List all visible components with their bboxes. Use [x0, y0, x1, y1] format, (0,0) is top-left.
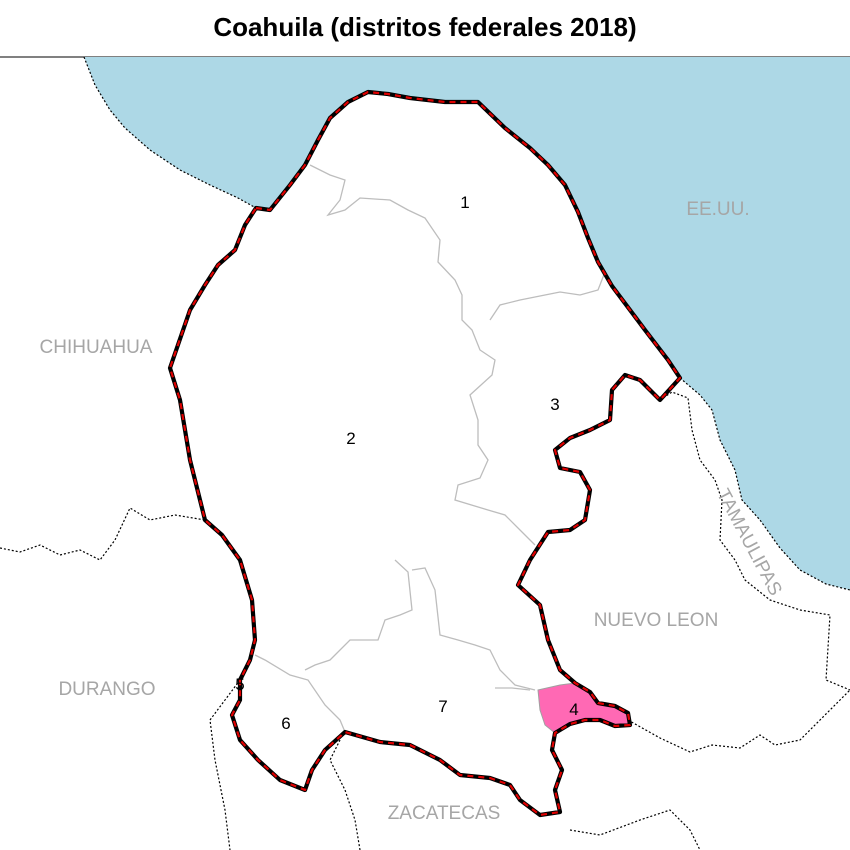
durango-border	[0, 507, 206, 561]
label-nuevo-leon: NUEVO LEON	[594, 610, 719, 631]
label-usa: EE.UU.	[686, 199, 749, 220]
district-border-5-6	[254, 654, 346, 733]
district-border-7-3	[411, 567, 536, 691]
district-borders	[254, 164, 606, 733]
district-border-4-7	[495, 687, 531, 691]
label-zacatecas: ZACATECAS	[388, 803, 501, 824]
label-durango: DURANGO	[58, 679, 155, 700]
neighbor-borders	[0, 56, 850, 850]
district-label-5: 5	[235, 675, 244, 694]
district-label-2: 2	[346, 429, 355, 448]
district-border-1-2	[309, 164, 536, 546]
district-label-3: 3	[550, 395, 559, 414]
zacatecas-border	[209, 679, 241, 850]
district-label-7: 7	[438, 697, 447, 716]
district-border-2-7	[304, 559, 413, 671]
district-border-1-3	[489, 271, 606, 321]
zacatecas-border-east	[329, 739, 361, 850]
district-label-6: 6	[281, 714, 290, 733]
map-title: Coahuila (distritos federales 2018)	[213, 12, 637, 42]
district-label-1: 1	[460, 193, 469, 212]
usa-border-east	[679, 377, 850, 591]
district-label-4: 4	[569, 700, 578, 719]
usa-water-area	[84, 57, 850, 590]
label-chihuahua: CHIHUAHUA	[40, 337, 153, 358]
nuevo-leon-south-border	[627, 689, 850, 753]
tamaulipas-border	[659, 391, 850, 691]
nuevo-leon-zacatecas-border	[569, 809, 701, 850]
coahuila-outline-dash	[168, 90, 682, 817]
